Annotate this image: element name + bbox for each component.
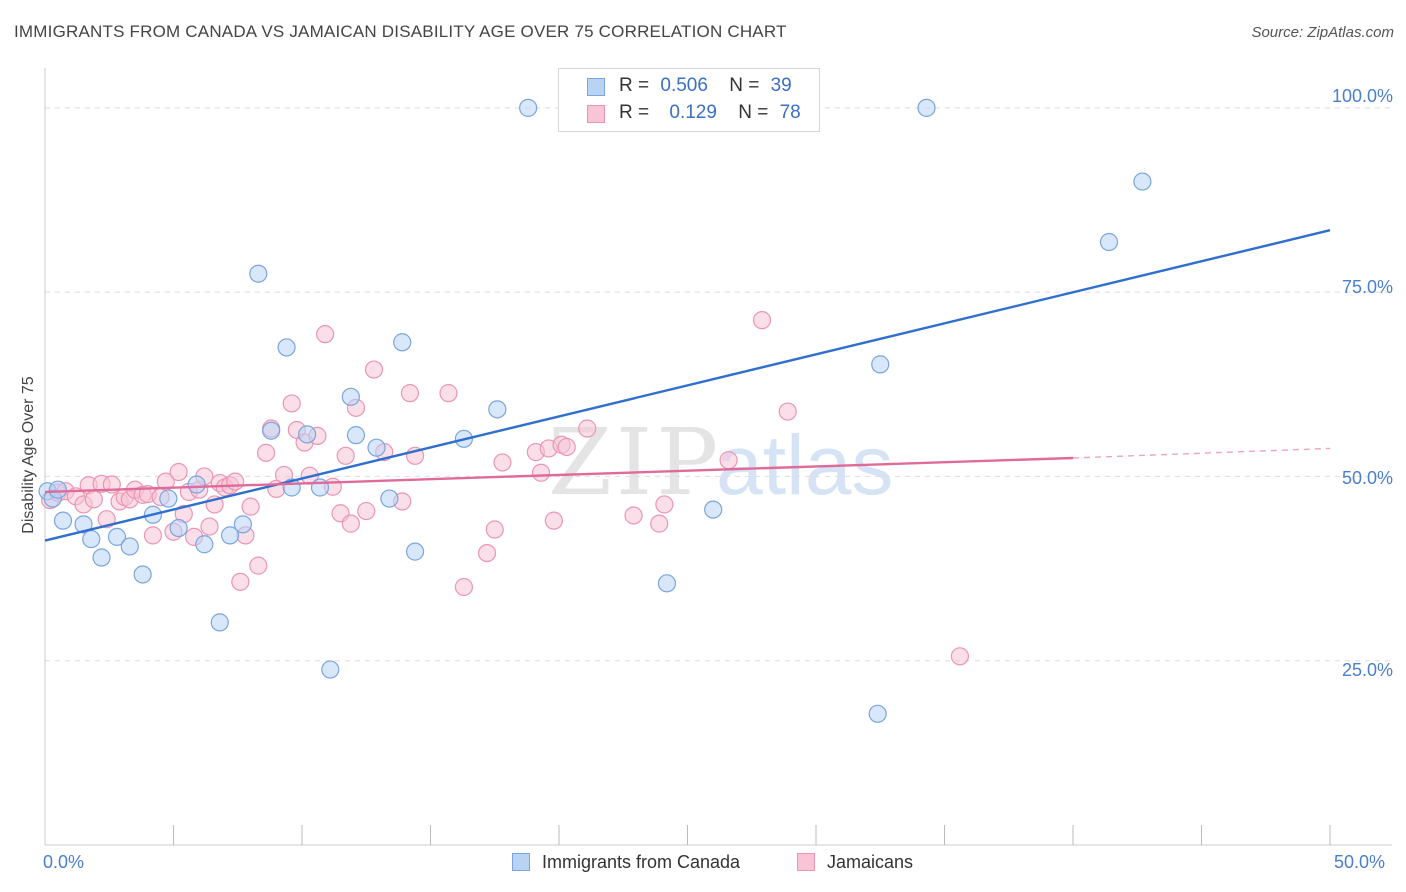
jamaica-point bbox=[400, 384, 420, 403]
canada-point bbox=[233, 515, 252, 534]
canada-point bbox=[346, 426, 366, 445]
jamaica-point bbox=[493, 453, 512, 472]
jamaica-trend-extension bbox=[1072, 447, 1331, 459]
jamaica-point bbox=[256, 443, 276, 462]
canada-point bbox=[321, 660, 340, 679]
legend-jamaica-swatch bbox=[797, 853, 815, 871]
canada-swatch bbox=[587, 78, 605, 96]
canada-point bbox=[393, 333, 412, 352]
canada-point bbox=[159, 489, 178, 508]
jamaica-point bbox=[143, 526, 163, 545]
jamaica-point bbox=[950, 647, 970, 666]
canada-point bbox=[53, 511, 73, 530]
legend-canada-swatch bbox=[512, 853, 530, 871]
canada-point bbox=[868, 704, 887, 723]
jamaica-point bbox=[544, 511, 563, 530]
jamaica-point bbox=[719, 451, 738, 470]
jamaica-point bbox=[655, 495, 674, 514]
jamaica-point bbox=[778, 402, 797, 421]
canada-point bbox=[187, 475, 206, 494]
jamaica-point bbox=[200, 517, 219, 536]
canada-point bbox=[1099, 232, 1119, 252]
jamaica-r-value: 0.129 bbox=[669, 102, 717, 123]
jamaica-point bbox=[241, 497, 260, 516]
canada-point bbox=[195, 535, 214, 554]
jamaica-point bbox=[282, 394, 301, 413]
canada-point bbox=[1133, 172, 1152, 191]
jamaica-point bbox=[531, 463, 551, 482]
canada-point bbox=[704, 500, 723, 519]
canada-point bbox=[380, 489, 399, 508]
jamaica-point bbox=[477, 543, 497, 563]
canada-point bbox=[405, 542, 425, 561]
jamaica-point bbox=[454, 577, 474, 597]
jamaica-trend-line bbox=[44, 456, 1074, 494]
y-tick-label-100: 100.0% bbox=[1331, 86, 1393, 106]
jamaica-point bbox=[752, 311, 772, 330]
jamaica-point bbox=[226, 472, 245, 491]
canada-point bbox=[277, 338, 296, 357]
canada-point bbox=[133, 565, 152, 584]
canada-point bbox=[220, 526, 240, 545]
correlation-legend: R = 0.506 N = 39 R = 0.129 N = 78 bbox=[558, 68, 820, 132]
x-tick-label-max: 50.0% bbox=[1334, 852, 1386, 872]
chart-source: Source: ZipAtlas.com bbox=[1251, 24, 1394, 41]
legend-canada-label: Immigrants from Canada bbox=[542, 852, 741, 872]
jamaica-swatch bbox=[587, 105, 605, 123]
jamaica-n-value: 78 bbox=[779, 102, 801, 123]
canada-point bbox=[298, 425, 317, 444]
legend-jamaica-label: Jamaicans bbox=[827, 852, 914, 872]
jamaica-point bbox=[249, 556, 268, 575]
canada-n-value: 39 bbox=[770, 75, 792, 96]
canada-point bbox=[82, 529, 101, 549]
jamaica-point bbox=[231, 572, 250, 591]
canada-point bbox=[917, 98, 936, 117]
y-tick-label-75: 75.0% bbox=[1341, 277, 1393, 297]
jamaica-r-label: R = bbox=[619, 102, 650, 123]
jamaica-point bbox=[557, 437, 576, 457]
watermark-zip: ZIP bbox=[548, 409, 722, 516]
canada-point bbox=[48, 480, 67, 499]
canada-point bbox=[871, 355, 890, 374]
legend-item-jamaica: Jamaicans bbox=[797, 852, 913, 873]
canada-point bbox=[488, 400, 507, 419]
canada-point bbox=[107, 527, 127, 546]
jamaica-point bbox=[341, 514, 360, 533]
jamaica-n-label: N = bbox=[738, 102, 769, 123]
legend-item-canada: Immigrants from Canada bbox=[512, 852, 740, 873]
x-tick-label-min: 0.0% bbox=[43, 852, 85, 872]
canada-point bbox=[262, 421, 281, 440]
canada-point bbox=[519, 98, 538, 117]
canada-point bbox=[657, 574, 677, 593]
canada-r-value: 0.506 bbox=[660, 75, 708, 96]
canada-point bbox=[169, 518, 188, 538]
canada-point bbox=[210, 613, 229, 632]
jamaica-point bbox=[364, 360, 384, 379]
jamaica-point bbox=[336, 446, 355, 465]
y-tick-label-50: 50.0% bbox=[1341, 468, 1393, 488]
jamaica-point bbox=[357, 501, 376, 521]
canada-n-label: N = bbox=[729, 75, 760, 96]
canada-point bbox=[92, 548, 111, 567]
canada-point bbox=[249, 264, 268, 283]
jamaica-point bbox=[84, 490, 103, 509]
canada-trend-line bbox=[44, 229, 1331, 542]
y-tick-label-25: 25.0% bbox=[1341, 660, 1393, 680]
jamaica-point bbox=[485, 520, 504, 539]
jamaica-point bbox=[578, 419, 597, 438]
canada-point bbox=[120, 537, 139, 556]
jamaica-point bbox=[624, 506, 643, 525]
canada-point bbox=[74, 515, 93, 534]
jamaica-point bbox=[316, 325, 335, 344]
jamaica-point bbox=[169, 462, 188, 482]
jamaica-point bbox=[439, 384, 458, 403]
canada-point bbox=[367, 438, 386, 457]
jamaica-point bbox=[650, 514, 669, 533]
canada-r-label: R = bbox=[619, 75, 650, 96]
chart-title: IMMIGRANTS FROM CANADA VS JAMAICAN DISAB… bbox=[14, 22, 787, 41]
canada-point bbox=[341, 387, 360, 406]
